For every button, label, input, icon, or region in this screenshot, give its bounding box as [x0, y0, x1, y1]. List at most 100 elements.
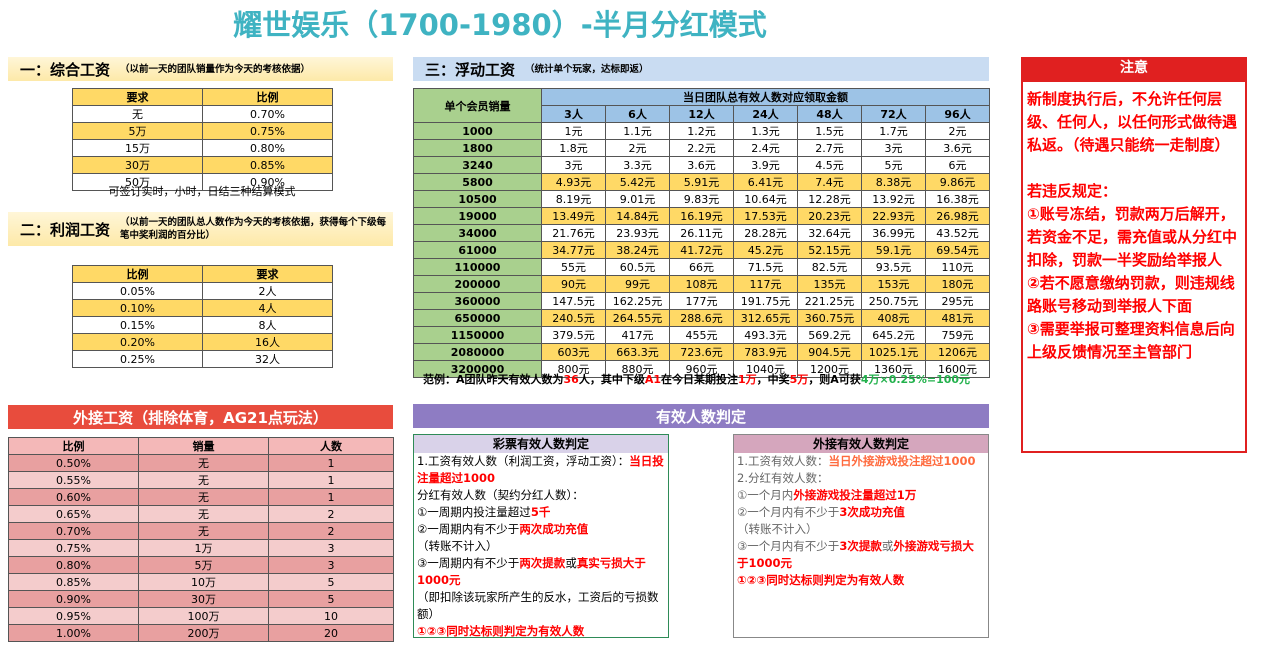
cell: 16.19元 — [669, 207, 734, 225]
cell: 379.5元 — [541, 326, 606, 344]
cell: 200000 — [413, 275, 542, 293]
header-row: 比例 要求 — [72, 265, 333, 283]
cell: 14.84元 — [605, 207, 670, 225]
row: 1000 1元 1.1元 1.2元 1.3元 1.5元 1.7元 2元 — [413, 122, 991, 140]
cell: 117元 — [733, 275, 798, 293]
text-run: 3次提款 — [839, 539, 882, 553]
cell: 493.3元 — [733, 326, 798, 344]
row: 34000 21.76元 23.93元 26.11元 28.28元 32.64元 36.99… — [413, 224, 991, 242]
box-title: 外接有效人数判定 — [734, 435, 988, 453]
header-cell: 销量 — [138, 437, 269, 455]
text-run: 1.工资有效人数（利润工资，浮动工资）： — [417, 454, 630, 468]
section-heading: 有效人数判定 — [655, 407, 746, 426]
row: 0.55% 无 1 — [8, 471, 394, 489]
table: 要求 比例无 0.70% 5万 0.75% 15万 0.80% 30万 0.85% 50万 0.90… — [72, 88, 333, 191]
cell: 288.6元 — [669, 309, 734, 327]
cell: 0.50% — [8, 454, 139, 472]
cell: 36.99元 — [861, 224, 926, 242]
cell: 1206元 — [924, 343, 991, 361]
cell: 3.6元 — [924, 139, 991, 157]
cell: 360.75元 — [797, 309, 862, 327]
text-run: ①一个月内 — [737, 488, 794, 502]
cell: 无 — [72, 105, 203, 123]
text-run: 在今日某期投注 — [661, 373, 738, 386]
cell: 0.65% — [8, 505, 139, 523]
line: 1.工资有效人数：当日外接游戏投注超过1000 — [734, 453, 988, 470]
cell: 3.3元 — [605, 156, 670, 174]
cell: 800元 — [541, 360, 606, 378]
cell: 34.77元 — [541, 241, 606, 259]
section-note: （统计单个玩家，达标即返） — [525, 63, 649, 75]
text-run: 2.分红有效人数： — [737, 471, 829, 485]
text-run: 1万 — [738, 373, 757, 386]
cell: 20.23元 — [797, 207, 862, 225]
section-heading: 三：浮动工资 — [425, 60, 516, 79]
cell: 2元 — [605, 139, 670, 157]
text-run: 两次提款 — [519, 556, 566, 570]
cell: 180元 — [924, 275, 991, 293]
header-cell: 12人 — [669, 105, 734, 123]
row: 3200000 800元 880元 960元 1040元 1200元 1360元 1600元 — [413, 360, 991, 378]
text-run: 4万×0.25%=100元 — [860, 373, 971, 386]
cell: 45.2元 — [733, 241, 798, 259]
cell: 21.76元 — [541, 224, 606, 242]
cell: 13.49元 — [541, 207, 606, 225]
cell: 1.7元 — [861, 122, 926, 140]
line: ②一周期内有不少于两次成功充值 （转账不计入） — [414, 521, 668, 555]
cell: 455元 — [669, 326, 734, 344]
header-cell: 3人 — [541, 105, 606, 123]
line: 1.工资有效人数（利润工资，浮动工资）：当日投注量超过1000 — [414, 453, 668, 487]
line: 2.分红有效人数： — [734, 470, 988, 487]
header-cell: 比例 — [202, 88, 333, 106]
section-note: （以前一天的团队总人数作为今天的考核依据，获得每个下级每笔中奖利润的百分比） — [120, 217, 387, 241]
cell: 1800 — [413, 139, 542, 157]
cell: 5元 — [861, 156, 926, 174]
cell: 3 — [268, 539, 394, 557]
cell: 5万 — [72, 122, 203, 140]
row: 0.10% 4人 — [72, 299, 333, 317]
cell: 110元 — [924, 258, 991, 276]
footnote: 可签订实时，小时，日结三种结算模式 — [108, 185, 296, 198]
cell: 22.93元 — [861, 207, 926, 225]
row: 360000 147.5元 162.25元 177元 191.75元 221.25元 250… — [413, 292, 991, 310]
cell: 3240 — [413, 156, 542, 174]
line: ①一个月内外接游戏投注量超过1万 — [734, 487, 988, 504]
text-run: ③一周期内有不少于 — [417, 556, 520, 570]
cell: 759元 — [924, 326, 991, 344]
text-run: ①一周期内投注量超过 — [417, 505, 531, 519]
text-run: 当日投注量超过1000 — [417, 454, 664, 485]
cell: 2080000 — [413, 343, 542, 361]
cell: 90元 — [541, 275, 606, 293]
cell: 99元 — [605, 275, 670, 293]
cell: 28.28元 — [733, 224, 798, 242]
cell: 417元 — [605, 326, 670, 344]
cell: 295元 — [924, 292, 991, 310]
row: 61000 34.77元 38.24元 41.72元 45.2元 52.15元 59.1元 6… — [413, 241, 991, 259]
cell: 32.64元 — [797, 224, 862, 242]
cell: 2人 — [202, 282, 333, 300]
cell: 0.70% — [8, 522, 139, 540]
text-run: 或 — [881, 539, 894, 553]
cell: 240.5元 — [541, 309, 606, 327]
notice-title: 注意 — [1021, 57, 1247, 80]
cell: 71.5元 — [733, 258, 798, 276]
row: 5万 0.75% — [72, 122, 333, 140]
section-header: 外接工资（排除体育，AG21点玩法） — [8, 405, 393, 429]
cell: 无 — [138, 488, 269, 506]
cell: 1.2元 — [669, 122, 734, 140]
text-run: 36 — [563, 373, 579, 386]
row: 0.50% 无 1 — [8, 454, 394, 472]
row: 3240 3元 3.3元 3.6元 3.9元 4.5元 5元 6元 — [413, 156, 991, 174]
cell: 177元 — [669, 292, 734, 310]
text-run: ①②③同时达标则判定为有效人数 — [417, 624, 585, 638]
cell: 200万 — [138, 624, 269, 642]
text-run: 当日外接游戏投注超过1000 — [828, 454, 976, 468]
row: 无 0.70% — [72, 105, 333, 123]
text-run: 外接游戏投注量超过1万 — [793, 488, 917, 502]
cell: 1 — [268, 488, 394, 506]
cell: 0.90% — [202, 173, 333, 191]
cell: 6元 — [924, 156, 991, 174]
row: 1800 1.8元 2元 2.2元 2.4元 2.7元 3元 3.6元 — [413, 139, 991, 157]
cell: 1.00% — [8, 624, 139, 642]
text-run: ①②③同时达标则判定为有效人数 — [737, 573, 905, 587]
